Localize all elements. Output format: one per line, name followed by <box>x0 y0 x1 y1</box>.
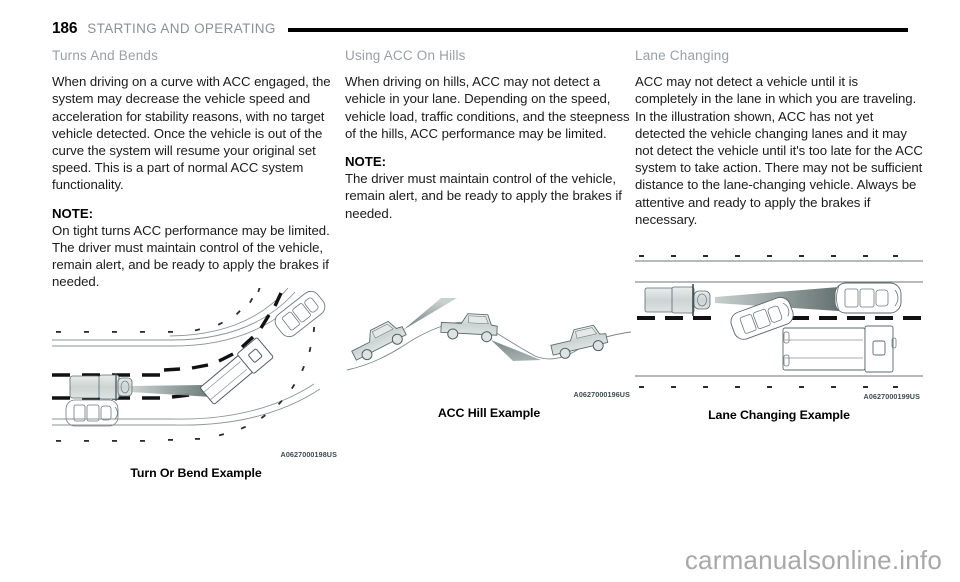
section-heading-lane-changing: Lane Changing <box>635 48 730 63</box>
figure-turn-or-bend: A0627000198US Turn Or Bend Example <box>52 288 340 480</box>
page-number: 186 <box>52 20 78 38</box>
site-watermark: carmanualsonline.info <box>684 545 942 575</box>
page-header: 186 STARTING AND OPERATING <box>52 18 908 40</box>
trailer-truck <box>782 325 897 373</box>
column-turns-and-bends: Turns And Bends When driving on a curve … <box>52 48 340 302</box>
adjacent-vehicle-car <box>65 399 119 427</box>
content-columns: Turns And Bends When driving on a curve … <box>0 48 960 538</box>
note-block-turns-and-bends: NOTE: On tight turns ACC performance may… <box>52 205 340 291</box>
note-label: NOTE: <box>345 154 387 169</box>
vehicle-ascending-hill <box>351 320 407 361</box>
vehicle-crest-hill <box>440 313 498 343</box>
figure-caption: ACC Hill Example <box>437 406 541 420</box>
section-heading-using-acc-on-hills: Using ACC On Hills <box>345 48 466 63</box>
vehicle-far-hill <box>550 324 609 359</box>
note-label: NOTE: <box>52 205 94 221</box>
other-vehicle-car <box>274 290 326 338</box>
turn-or-bend-illustration <box>52 288 326 442</box>
ego-vehicle-pickup <box>69 373 133 401</box>
note-block-using-acc-on-hills: NOTE: The driver must maintain control o… <box>345 153 633 222</box>
figure-reference-number: A0627000199US <box>863 392 920 401</box>
column-lane-changing: Lane Changing ACC may not detect a vehic… <box>635 48 923 228</box>
figure-caption: Lane Changing Example <box>708 408 850 422</box>
acc-hill-illustration <box>346 298 632 371</box>
note-text: On tight turns ACC performance may be li… <box>52 222 330 290</box>
radar-beam-descending <box>491 340 541 361</box>
header-rule <box>287 28 908 32</box>
target-vehicle-truck <box>200 337 274 405</box>
column-using-acc-on-hills: Using ACC On Hills When driving on hills… <box>345 48 633 233</box>
page-title: STARTING AND OPERATING <box>87 21 276 37</box>
lane-changing-vehicle-car <box>730 296 794 340</box>
figure-reference-number: A0627000198US <box>280 450 337 459</box>
note-text: The driver must maintain control of the … <box>345 171 622 221</box>
figure-caption: Turn Or Bend Example <box>130 466 262 480</box>
figure-acc-hill: A0627000196US ACC Hill Example <box>345 298 633 420</box>
radar-beam <box>130 385 212 397</box>
figure-reference-number: A0627000196US <box>573 390 630 399</box>
target-vehicle-car <box>834 282 902 314</box>
figure-lane-changing: A0627000199US Lane Changing Example <box>635 250 923 422</box>
radar-beam-ascending <box>403 298 457 330</box>
ego-vehicle-pickup <box>644 284 711 316</box>
paragraph-using-acc-on-hills: When driving on hills, ACC may not detec… <box>345 74 630 141</box>
paragraph-turns-and-bends: When driving on a curve with ACC engaged… <box>52 74 331 193</box>
paragraph-lane-changing: ACC may not detect a vehicle until it is… <box>635 74 923 227</box>
lane-changing-illustration <box>635 255 923 388</box>
section-heading-turns-and-bends: Turns And Bends <box>52 48 159 63</box>
